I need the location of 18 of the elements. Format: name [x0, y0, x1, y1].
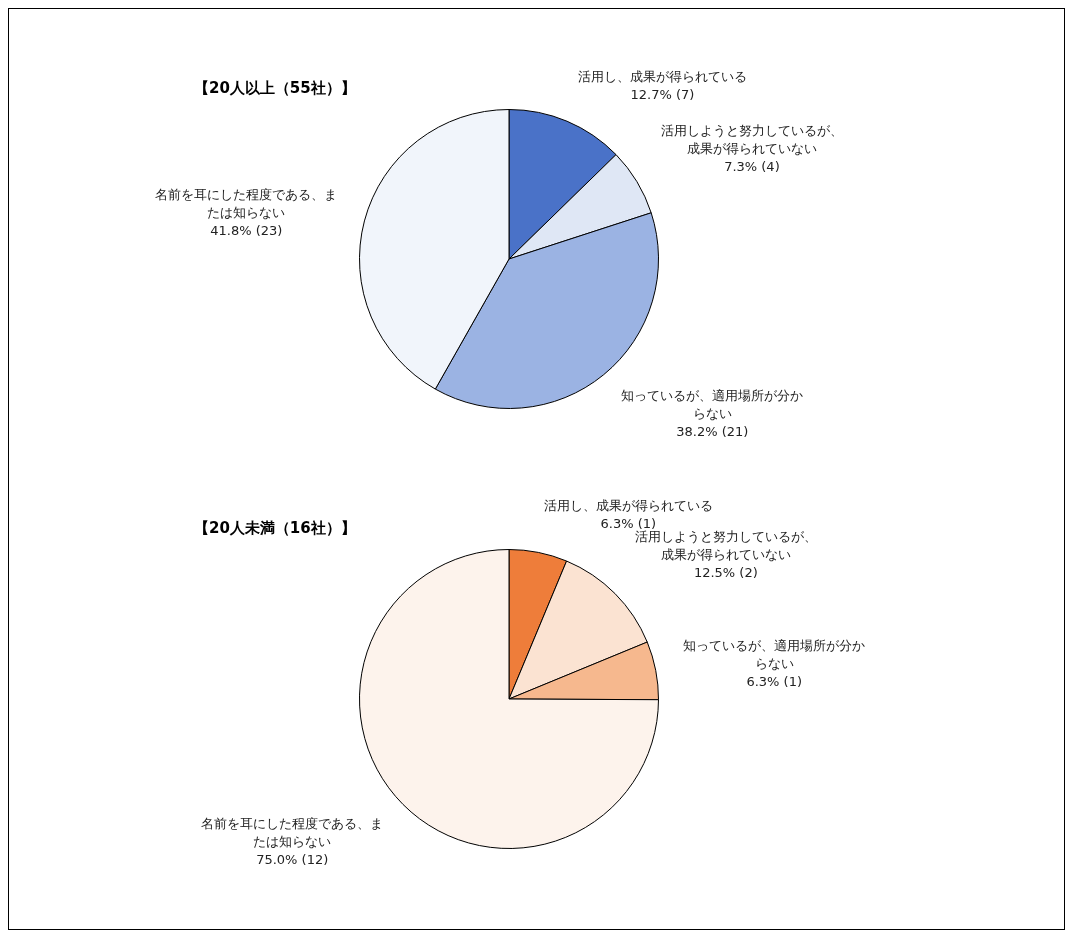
slice-label: 知っているが、適用場所が分からない — [683, 638, 866, 672]
slice-label: 活用し、成果が得られている — [577, 68, 747, 84]
slice-label: 名前を耳にした程度である、または知らない — [155, 187, 338, 221]
data-label: 41.8% (23) — [210, 223, 283, 239]
slice-label: 名前を耳にした程度である、または知らない — [201, 815, 384, 849]
data-label: 75.0% (12) — [256, 851, 329, 867]
slice-label: 知っているが、適用場所が分からない — [621, 387, 804, 421]
data-label: 6.3% (1) — [746, 674, 802, 690]
slice-label: 活用しようと努力しているが、成果が得られていない — [634, 529, 817, 563]
data-label: 12.7% (7) — [630, 86, 695, 102]
data-label: 6.3% (1) — [600, 516, 657, 532]
slice-label: 活用し、成果が得られている — [543, 498, 713, 514]
text: 【20人未満（16社）】 — [194, 519, 356, 538]
text: 【20人以上（55社）】 — [194, 79, 356, 98]
data-label: 12.5% (2) — [693, 565, 758, 581]
data-label: 7.3% (4) — [724, 158, 780, 174]
data-label: 38.2% (21) — [676, 423, 749, 439]
slice-label: 活用しようと努力しているが、成果が得られていない — [660, 122, 843, 156]
